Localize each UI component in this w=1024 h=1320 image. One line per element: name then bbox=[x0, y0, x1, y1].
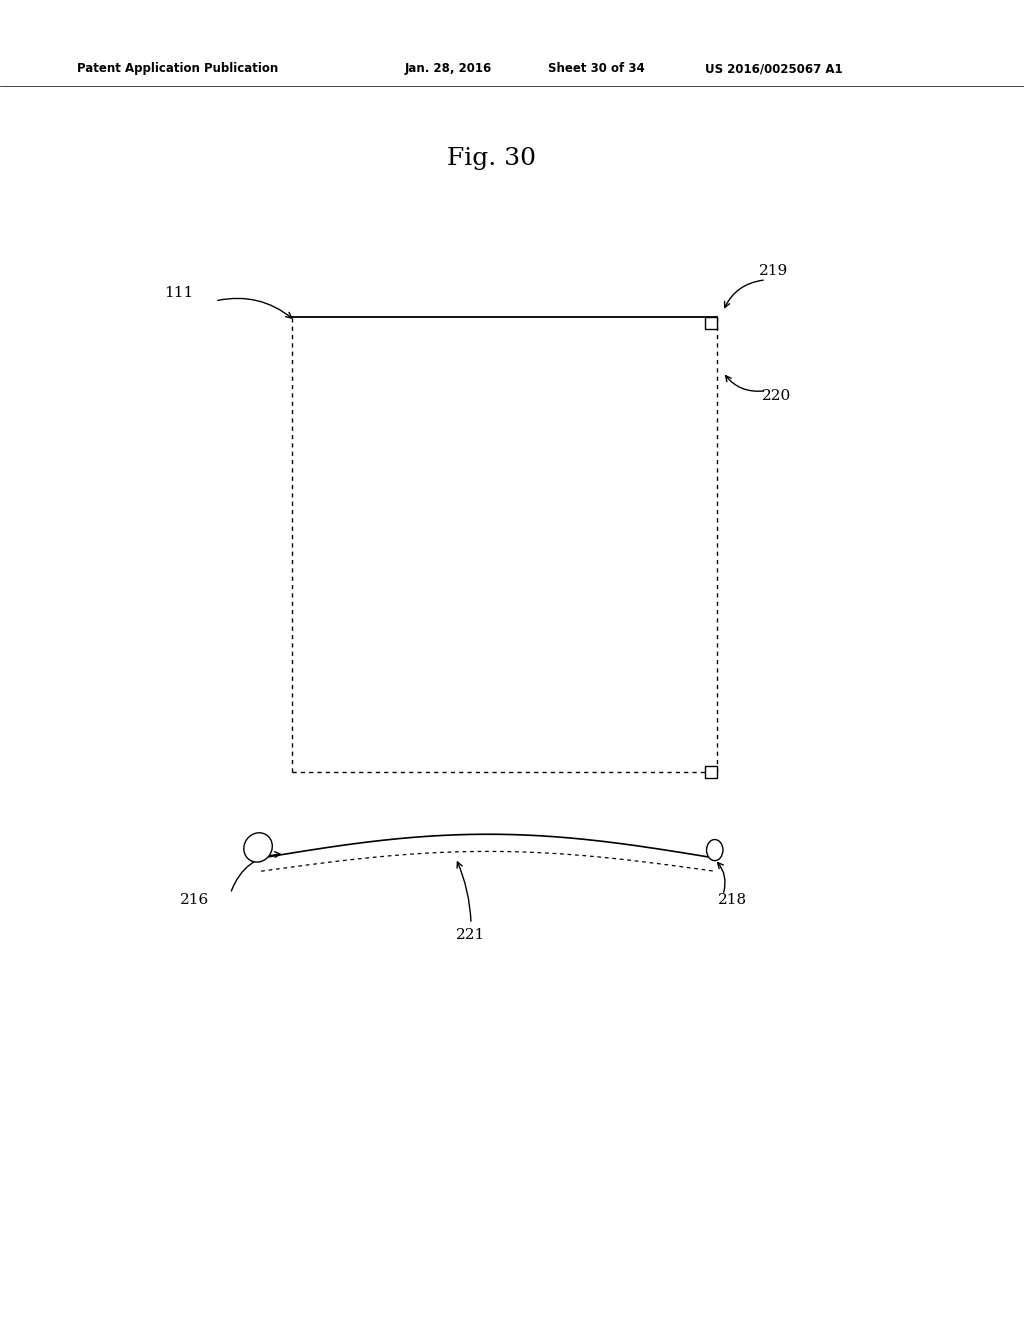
Text: Jan. 28, 2016: Jan. 28, 2016 bbox=[404, 62, 492, 75]
Text: 216: 216 bbox=[180, 894, 209, 907]
Text: 219: 219 bbox=[759, 264, 787, 277]
Text: US 2016/0025067 A1: US 2016/0025067 A1 bbox=[705, 62, 842, 75]
Text: Fig. 30: Fig. 30 bbox=[447, 147, 536, 170]
Text: Sheet 30 of 34: Sheet 30 of 34 bbox=[548, 62, 644, 75]
Text: 218: 218 bbox=[718, 894, 746, 907]
Text: Patent Application Publication: Patent Application Publication bbox=[77, 62, 279, 75]
Circle shape bbox=[707, 840, 723, 861]
Bar bbox=[705, 766, 717, 777]
Ellipse shape bbox=[244, 833, 272, 862]
Text: 111: 111 bbox=[165, 286, 194, 300]
Text: 221: 221 bbox=[457, 928, 485, 941]
Text: 220: 220 bbox=[762, 389, 791, 403]
Bar bbox=[705, 317, 717, 329]
